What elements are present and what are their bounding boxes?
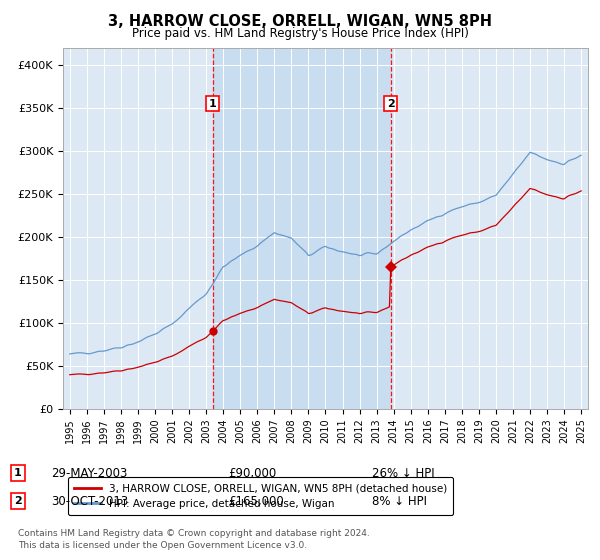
- Text: 30-OCT-2013: 30-OCT-2013: [51, 494, 128, 508]
- Text: 8% ↓ HPI: 8% ↓ HPI: [372, 494, 427, 508]
- Text: 2: 2: [387, 99, 395, 109]
- Text: 29-MAY-2003: 29-MAY-2003: [51, 466, 127, 480]
- Text: 26% ↓ HPI: 26% ↓ HPI: [372, 466, 434, 480]
- Legend: 3, HARROW CLOSE, ORRELL, WIGAN, WN5 8PH (detached house), HPI: Average price, de: 3, HARROW CLOSE, ORRELL, WIGAN, WN5 8PH …: [68, 477, 454, 515]
- Text: 1: 1: [209, 99, 217, 109]
- Text: 2: 2: [14, 496, 22, 506]
- Text: 1: 1: [14, 468, 22, 478]
- Text: Contains HM Land Registry data © Crown copyright and database right 2024.
This d: Contains HM Land Registry data © Crown c…: [18, 529, 370, 550]
- Text: £90,000: £90,000: [228, 466, 276, 480]
- Bar: [212, 48, 391, 409]
- Text: £165,000: £165,000: [228, 494, 284, 508]
- Text: Price paid vs. HM Land Registry's House Price Index (HPI): Price paid vs. HM Land Registry's House …: [131, 27, 469, 40]
- Text: 3, HARROW CLOSE, ORRELL, WIGAN, WN5 8PH: 3, HARROW CLOSE, ORRELL, WIGAN, WN5 8PH: [108, 14, 492, 29]
